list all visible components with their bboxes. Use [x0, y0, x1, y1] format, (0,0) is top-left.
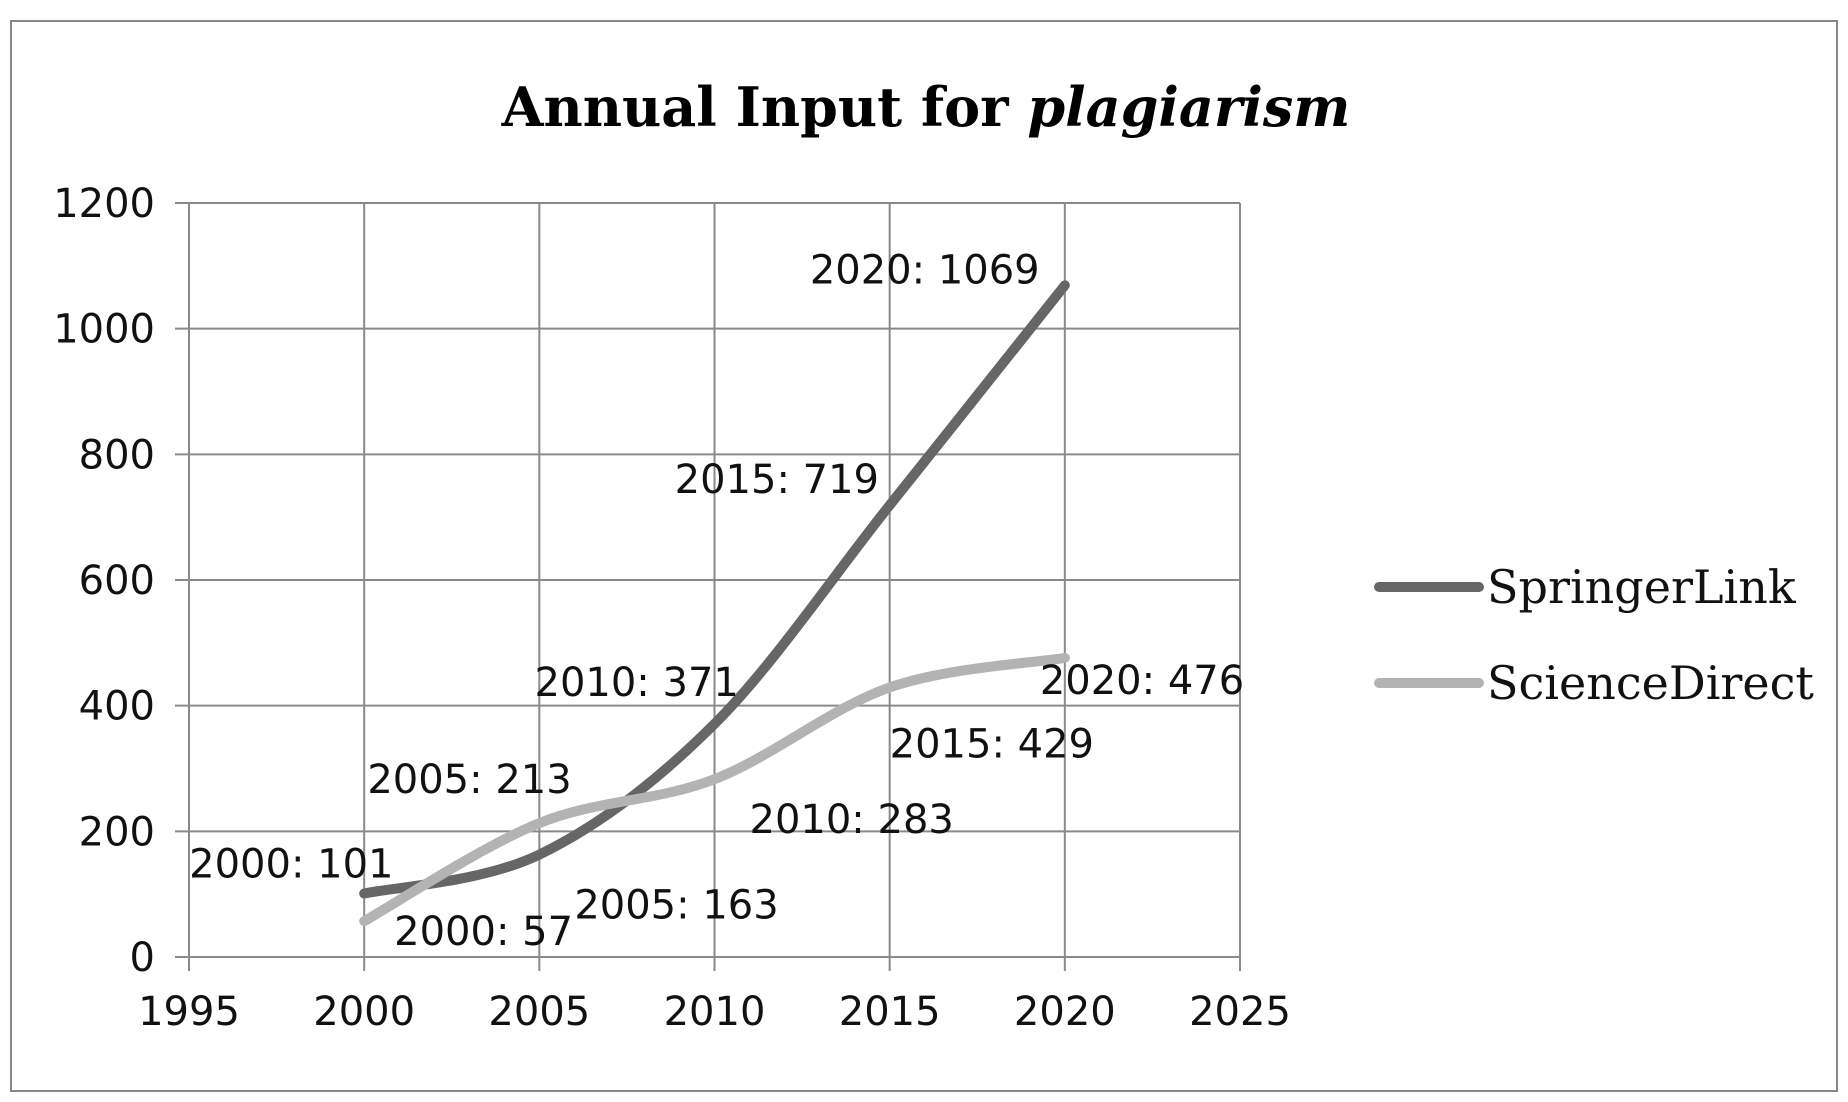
axis-layer: 0 200 400 600 800 1000 1200 1995 2000 2005 2010 201… — [53, 181, 1291, 1035]
y-tick-label: 400 — [79, 684, 155, 730]
chart-frame: Annual Input for plagiarism 0 200 400 600 80… — [10, 20, 1838, 1092]
x-tick-label: 2025 — [1189, 989, 1291, 1035]
data-label: 2005: 213 — [367, 757, 571, 803]
y-tick-label: 600 — [79, 558, 155, 604]
data-label: 2020: 476 — [1040, 658, 1244, 704]
data-label: 2010: 283 — [750, 797, 954, 843]
legend: SpringerLink ScienceDirect — [1374, 560, 1814, 710]
data-label: 2015: 429 — [890, 721, 1094, 767]
legend-label: ScienceDirect — [1487, 656, 1814, 710]
x-tick-label: 2005 — [488, 989, 590, 1035]
series-line-springerlink — [359, 280, 1070, 899]
data-label: 2010: 371 — [535, 660, 739, 706]
x-tick-label: 2000 — [313, 989, 415, 1035]
x-tick-label: 2010 — [664, 989, 766, 1035]
y-tick-label: 1200 — [53, 181, 155, 227]
y-tick-label: 800 — [79, 432, 155, 478]
data-label: 2015: 719 — [675, 457, 879, 503]
series-line-sciencedirect — [359, 652, 1070, 927]
legend-label: SpringerLink — [1487, 560, 1797, 614]
chart-title-main: Annual Input for — [501, 75, 1010, 139]
grid-layer — [175, 202, 1241, 971]
chart-title-italic: plagiarism — [1027, 75, 1350, 139]
x-tick-label: 1995 — [138, 989, 240, 1035]
y-tick-label: 200 — [79, 809, 155, 855]
data-label: 2020: 1069 — [810, 247, 1040, 293]
series-layer — [359, 280, 1070, 927]
data-label-layer: 2000: 101 2005: 163 2010: 371 2015: 719 2020… — [189, 247, 1244, 955]
y-tick-label: 1000 — [53, 307, 155, 353]
data-label: 2000: 57 — [394, 909, 573, 955]
data-label: 2005: 163 — [574, 883, 778, 929]
data-label: 2000: 101 — [189, 842, 393, 888]
x-tick-label: 2020 — [1014, 989, 1116, 1035]
chart-svg: Annual Input for plagiarism 0 200 400 600 80… — [53, 75, 1814, 1035]
chart-title: Annual Input for plagiarism — [501, 75, 1351, 139]
y-tick-label: 0 — [130, 935, 155, 981]
x-tick-label: 2015 — [839, 989, 941, 1035]
